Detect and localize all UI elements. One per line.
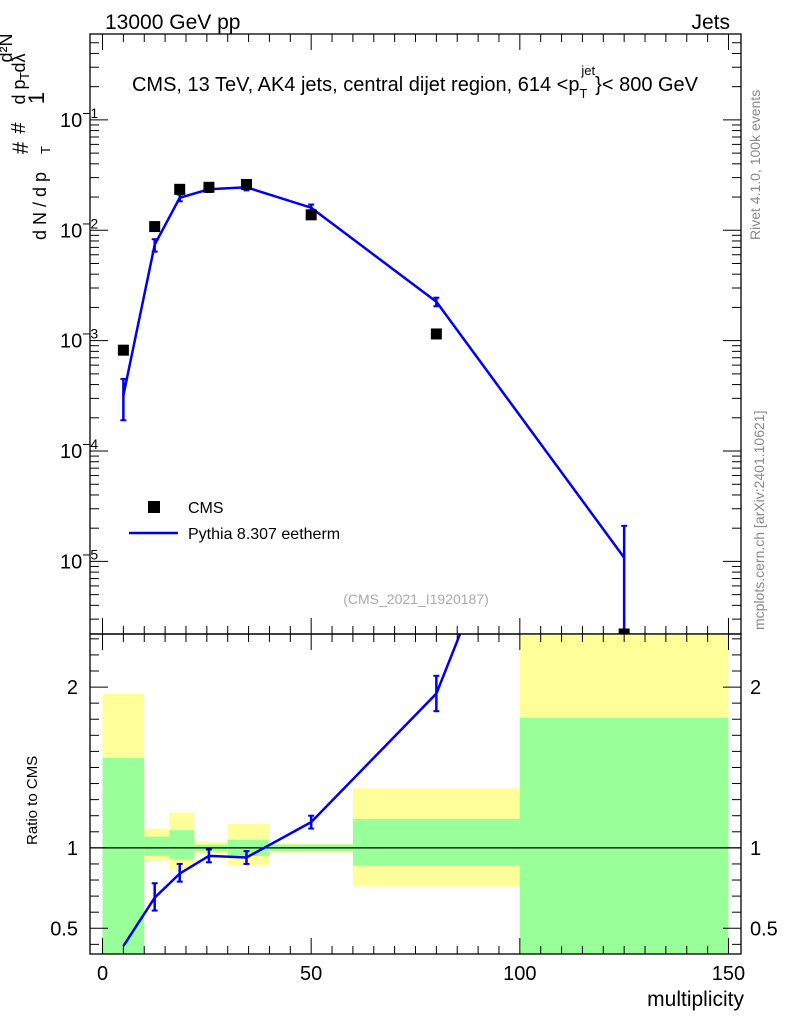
ratio-band-inner [519, 717, 729, 954]
main-title-superscript: jet [580, 63, 595, 78]
svg-text:d²N: d²N [0, 33, 16, 62]
legend: CMS Pythia 8.307 eetherm [129, 500, 340, 543]
ratio-y-tick-label-right: 0.5 [750, 918, 778, 940]
cms-data-point [174, 183, 186, 195]
cms-data-point [203, 181, 215, 193]
x-tick-label: 100 [503, 963, 536, 985]
ratio-y-tick-label: 2 [67, 677, 78, 699]
ratio-y-tick-label: 1 [67, 838, 78, 860]
svg-text:d p: d p [9, 79, 29, 104]
y-tick-label: 10−4 [60, 436, 98, 463]
svg-text:#: # [8, 141, 33, 154]
x-tick-label: 0 [97, 963, 108, 985]
cms-data-point [149, 221, 161, 233]
ratio-y-tick-label-right: 2 [750, 677, 761, 699]
x-tick-label: 150 [712, 963, 745, 985]
ratio-y-tick-label-right: 1 [750, 838, 761, 860]
rivet-version-label: Rivet 4.1.0, 100k events [747, 90, 763, 240]
y-tick-label: 10−2 [60, 215, 98, 242]
main-title-prefix: CMS, 13 TeV, AK4 jets, central dijet reg… [132, 74, 580, 96]
svg-text:dλ: dλ [9, 53, 29, 72]
main-plot-frame [89, 33, 742, 635]
svg-text:T: T [38, 146, 53, 154]
legend-cms-label: CMS [188, 500, 224, 517]
ratio-band-inner [102, 757, 145, 954]
svg-text:#: # [8, 122, 30, 134]
ratio-pythia-line [122, 634, 462, 947]
ratio-plot-frame [89, 633, 742, 955]
mcplots-label: mcplots.cern.ch [arXiv:2401.10621] [751, 411, 767, 630]
x-axis-title: multiplicity [647, 988, 744, 1011]
ratio-band-inner [144, 836, 170, 856]
y-tick-label: 10−3 [60, 326, 98, 353]
analysis-id-annotation: (CMS_2021_I1920187) [343, 591, 489, 607]
header-jets-label: Jets [691, 11, 730, 34]
svg-text:T: T [17, 72, 32, 80]
ratio-y-axis-title: Ratio to CMS [24, 756, 41, 845]
y-tick-label: 10−5 [60, 546, 98, 573]
ratio-band-inner [352, 818, 520, 866]
svg-text:d N / d p: d N / d p [30, 172, 50, 240]
y-tick-label: 10−1 [60, 105, 98, 132]
ratio-panel: 0.5 0.5 1 1 2 2 0 50 100 150 [50, 634, 778, 985]
cms-data-point [305, 209, 317, 221]
pythia-line [122, 186, 626, 559]
ratio-band-inner [169, 830, 195, 860]
main-title: CMS, 13 TeV, AK4 jets, central dijet reg… [132, 63, 699, 101]
legend-pythia-label: Pythia 8.307 eetherm [188, 526, 340, 543]
x-tick-label: 50 [300, 963, 322, 985]
main-title-subscript: T [579, 86, 587, 101]
legend-cms-marker [148, 501, 160, 513]
ratio-y-tick-label: 0.5 [50, 918, 78, 940]
header-energy-label: 13000 GeV pp [105, 11, 240, 34]
main-y-axis-title: # 1 d N / d p T # d p T dλ d²N [0, 33, 53, 240]
cms-data-point [240, 178, 252, 190]
cms-data-point [430, 328, 442, 340]
svg-text:1: 1 [24, 92, 49, 104]
main-title-suffix: }< 800 GeV [595, 74, 699, 96]
main-panel: 10−1 10−2 10−3 10−4 10−5 [60, 34, 741, 640]
cms-data-point [117, 344, 129, 356]
